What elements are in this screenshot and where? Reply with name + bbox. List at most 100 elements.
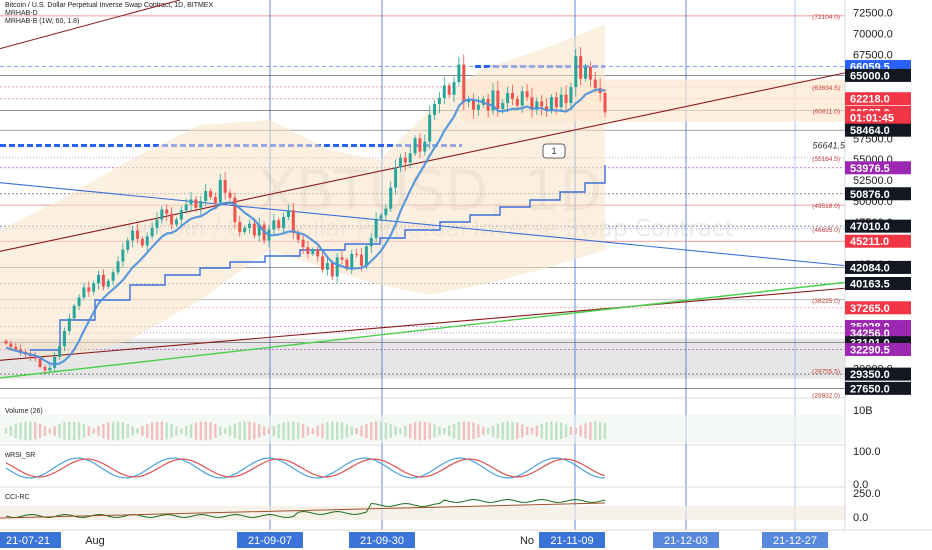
candle-body xyxy=(272,220,276,230)
volume-bar xyxy=(287,421,290,441)
candle-body xyxy=(53,356,57,368)
price-tick: 52500.0 xyxy=(853,175,893,187)
small-level-label: (63634.5) xyxy=(812,85,840,92)
trend-line-green xyxy=(0,281,846,379)
symbol-title[interactable]: Bitcoin / U.S. Dollar Perpetual Inverse … xyxy=(5,2,214,9)
price-badge xyxy=(845,367,911,381)
volume-bar xyxy=(462,421,465,441)
volume-bar xyxy=(180,428,183,434)
volume-bar xyxy=(116,421,120,441)
price-badge xyxy=(845,301,911,315)
time-badge xyxy=(237,532,303,548)
step-line xyxy=(30,165,606,351)
candle-body xyxy=(174,219,178,225)
candle-body xyxy=(145,236,149,246)
candle-body xyxy=(282,217,286,228)
volume-bar xyxy=(574,427,577,435)
volume-bar xyxy=(253,422,256,440)
candle-body xyxy=(194,199,198,208)
candle-body xyxy=(447,85,451,95)
small-level-label: (29755.5) xyxy=(812,369,840,376)
indicator-mrhab-b[interactable]: MRHAB-B (1W, 60, 1.8) xyxy=(5,18,80,25)
candle-body xyxy=(160,209,164,220)
candle-body xyxy=(33,356,37,359)
volume-bar xyxy=(72,421,76,441)
volume-bar xyxy=(506,421,509,441)
volume-bar xyxy=(292,421,295,441)
volume-bar xyxy=(433,424,436,438)
time-label: 21-12-03 xyxy=(664,535,708,547)
candle-body xyxy=(199,201,203,208)
volume-bar xyxy=(545,422,548,440)
price-badge xyxy=(845,234,911,248)
volume-bar xyxy=(389,424,392,438)
candle-body xyxy=(501,103,505,109)
candle-body xyxy=(184,204,188,211)
volume-bar xyxy=(511,421,514,441)
candle-body xyxy=(135,230,139,239)
price-badge xyxy=(845,277,911,291)
candle-body xyxy=(111,272,115,281)
candle-body xyxy=(82,287,86,298)
candle-body xyxy=(131,230,135,241)
candle-body xyxy=(491,90,495,111)
volume-bar xyxy=(491,425,495,437)
time-label: No xyxy=(520,535,534,547)
candle-body xyxy=(223,180,227,193)
volume-bar xyxy=(29,421,32,441)
volume-bar xyxy=(262,426,266,436)
volume-bar xyxy=(267,428,271,434)
candle-body xyxy=(106,280,110,287)
volume-bar xyxy=(370,422,373,440)
volume-bar xyxy=(564,424,568,438)
volume-bar xyxy=(438,426,441,436)
candle-body xyxy=(379,215,383,219)
wrsi-signal xyxy=(5,458,606,478)
price-tick: 72500.0 xyxy=(853,8,893,20)
volume-bar xyxy=(97,425,100,437)
volume-bar xyxy=(350,426,353,436)
candle-body xyxy=(213,196,217,203)
volume-bar xyxy=(136,428,139,434)
volume-bar xyxy=(550,421,553,441)
volume-bar xyxy=(335,421,339,441)
candle-body xyxy=(340,257,344,260)
candle-body xyxy=(535,101,539,110)
volume-bar xyxy=(155,421,159,441)
volume-bar xyxy=(102,423,105,439)
price-badge-text: 42084.0 xyxy=(850,262,890,274)
volume-bar xyxy=(355,428,358,434)
candle-body xyxy=(428,114,432,142)
candle-body xyxy=(584,67,588,79)
time-label: 21-11-09 xyxy=(550,535,593,547)
candle-body xyxy=(403,157,407,163)
volume-bar xyxy=(53,426,56,436)
candle-body xyxy=(384,208,388,216)
small-level-label: (26932.0) xyxy=(812,392,840,399)
price-badge xyxy=(845,381,911,395)
volume-bar xyxy=(282,422,285,440)
volume-bar xyxy=(399,427,402,435)
candle-body xyxy=(549,97,553,111)
candle-body xyxy=(209,191,213,197)
candle-body xyxy=(423,141,427,152)
volume-bar xyxy=(413,422,417,440)
candle-body xyxy=(179,210,183,220)
volume-bar xyxy=(238,422,241,440)
volume-bar xyxy=(121,422,125,440)
volume-bar xyxy=(452,423,456,439)
price-badge-text: 58464.0 xyxy=(850,125,890,137)
wrsi-scale-bottom: 0.0 xyxy=(853,479,868,491)
candle-body xyxy=(92,283,96,292)
price-badge-text: 45211.0 xyxy=(850,236,889,248)
small-level-label: (38225.0) xyxy=(812,298,840,305)
candle-body xyxy=(155,219,159,228)
candle-body xyxy=(462,64,466,103)
volume-bar xyxy=(301,424,305,438)
candle-body xyxy=(360,254,364,266)
candle-body xyxy=(140,238,144,246)
price-badge xyxy=(845,219,911,233)
volume-bar xyxy=(209,422,212,440)
indicator-mrhab-d[interactable]: MRHAB-D xyxy=(5,10,38,17)
